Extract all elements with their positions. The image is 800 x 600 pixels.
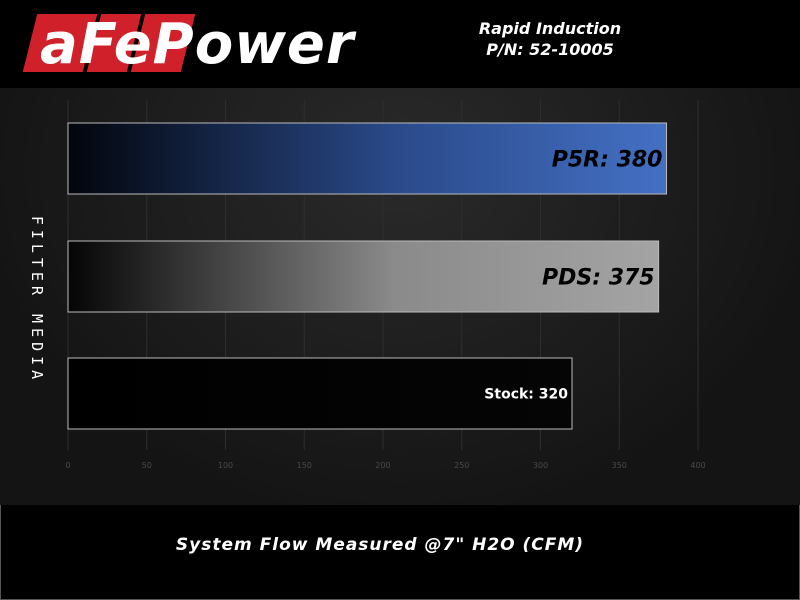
x-tick-label: 100 <box>218 461 233 470</box>
y-axis-label: FILTER MEDIA <box>28 215 46 385</box>
x-tick-label: 400 <box>690 461 705 470</box>
bar-pds <box>67 240 660 313</box>
x-tick-label: 0 <box>65 461 70 470</box>
x-tick-label: 200 <box>375 461 390 470</box>
x-tick-label: 300 <box>533 461 548 470</box>
data-label: PDS: 375 <box>542 266 655 291</box>
x-axis-label: System Flow Measured @7" H2O (CFM) <box>175 535 585 555</box>
title-part-number: P/N: 52-10005 <box>486 40 614 59</box>
bar-stock <box>67 357 573 430</box>
bar-psr <box>67 122 667 195</box>
data-label: Stock: 320 <box>484 387 568 403</box>
header: aFePower Rapid Induction P/N: 52-10005 <box>0 0 800 88</box>
data-label: P5R: 380 <box>552 148 663 173</box>
x-tick-label: 350 <box>612 461 627 470</box>
x-tick-label: 150 <box>297 461 312 470</box>
afe-power-logo: aFePower <box>18 14 378 76</box>
x-tick-label: 250 <box>454 461 469 470</box>
title-product: Rapid Induction <box>478 19 622 38</box>
x-tick-label: 50 <box>142 461 152 470</box>
chart-title: Rapid Induction P/N: 52-10005 <box>420 18 680 60</box>
